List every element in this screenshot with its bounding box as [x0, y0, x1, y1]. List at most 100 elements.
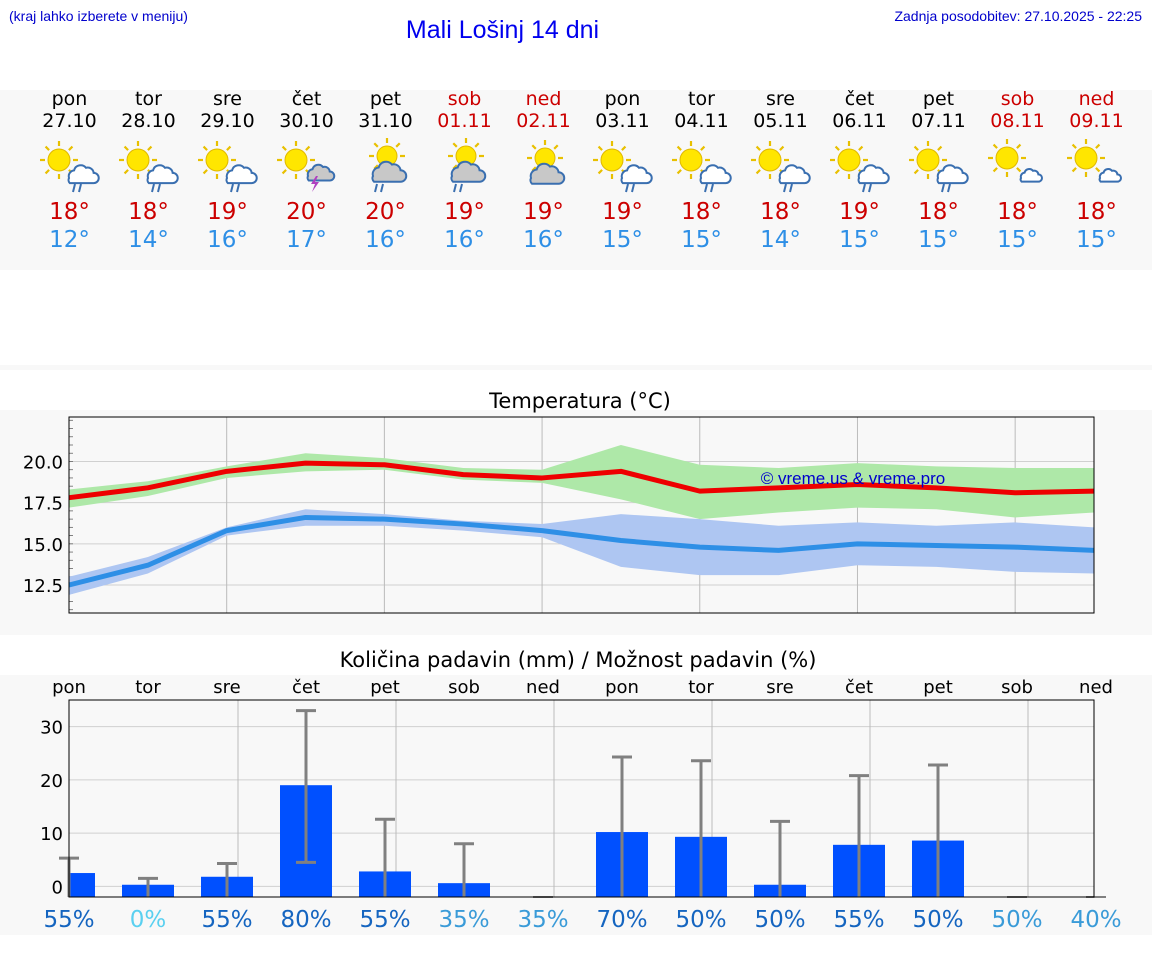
precip-day-label: čet	[845, 677, 873, 698]
day-column: pet 31.10 20° 16°	[346, 88, 425, 254]
max-temp-line	[68, 460, 1095, 501]
day-date: 02.11	[516, 110, 571, 132]
precip-day-label: sre	[766, 677, 793, 698]
precip-bar	[69, 873, 95, 897]
day-name: tor	[688, 88, 715, 110]
day-column: ned 02.11 19° 16°	[504, 88, 583, 254]
temp-max: 19°	[602, 199, 643, 225]
temp-min: 15°	[997, 227, 1038, 253]
temp-max: 18°	[128, 199, 169, 225]
precip-probability: 80%	[280, 907, 331, 933]
temp-min: 14°	[760, 227, 801, 253]
temp-max: 18°	[760, 199, 801, 225]
day-name: pet	[369, 88, 402, 110]
day-date: 31.10	[358, 110, 413, 132]
day-date: 07.11	[911, 110, 966, 132]
precip-day-label: sre	[213, 677, 240, 698]
temp-y-tick-label: 15.0	[23, 535, 63, 556]
day-column: čet 06.11 19° 15°	[820, 88, 899, 254]
temp-y-tick-label: 17.5	[23, 494, 63, 515]
precip-day-label: tor	[688, 677, 714, 698]
precip-probability: 40%	[1070, 907, 1121, 933]
precip-day-label: sob	[448, 677, 480, 698]
day-date: 30.10	[279, 110, 334, 132]
temperature-plot-frame	[68, 416, 1095, 614]
day-name: čet	[291, 88, 322, 110]
temp-max: 19°	[839, 199, 880, 225]
temp-min: 15°	[1076, 227, 1117, 253]
precip-probability: 50%	[754, 907, 805, 933]
day-column: sob 01.11 19° 16°	[425, 88, 504, 254]
temp-min: 16°	[365, 227, 406, 253]
precipitation-plot-frame	[68, 699, 1095, 898]
min-temp-line	[68, 514, 1095, 588]
temperature-plot-area	[69, 417, 1094, 613]
day-name: pon	[604, 88, 641, 110]
day-date: 04.11	[674, 110, 729, 132]
day-name: sre	[766, 88, 795, 110]
day-name: čet	[844, 88, 875, 110]
page-title: Mali Lošinj 14 dni	[405, 16, 600, 44]
day-column: pon 27.10 18° 12°	[30, 88, 109, 254]
sun-cloud-rain-icon	[30, 136, 109, 198]
day-column: sre 29.10 19° 16°	[188, 88, 267, 254]
precip-day-label: ned	[1079, 677, 1113, 698]
sun-cloud-rain-icon	[662, 136, 741, 198]
min-temp-band	[69, 509, 1094, 595]
cloud-sun-rain-icon	[425, 136, 504, 198]
day-date: 01.11	[437, 110, 492, 132]
temp-min: 16°	[444, 227, 485, 253]
sun-cloud-rain-icon	[899, 136, 978, 198]
temp-min: 14°	[128, 227, 169, 253]
temp-min: 12°	[49, 227, 90, 253]
precip-probability: 35%	[517, 907, 568, 933]
precip-probability: 55%	[359, 907, 410, 933]
precip-y-tick-label: 20	[40, 771, 63, 792]
precip-day-label: tor	[135, 677, 161, 698]
location-menu-hint[interactable]: (kraj lahko izberete v meniju)	[9, 8, 188, 24]
temp-y-tick-label: 12.5	[23, 576, 63, 597]
watermark: © vreme.us & vreme.pro	[761, 469, 945, 488]
precip-probability: 50%	[991, 907, 1042, 933]
separator-band	[0, 365, 1152, 370]
precip-y-tick-label: 10	[40, 824, 63, 845]
day-name: pet	[922, 88, 955, 110]
temp-max: 19°	[207, 199, 248, 225]
precip-y-tick-label: 0	[52, 877, 63, 898]
temp-max: 18°	[1076, 199, 1117, 225]
sun-cloud-rain-icon	[188, 136, 267, 198]
temp-min: 15°	[681, 227, 722, 253]
sun-cloud-rain-icon	[583, 136, 662, 198]
day-column: pet 07.11 18° 15°	[899, 88, 978, 254]
temp-max: 20°	[286, 199, 327, 225]
sun-cloud-rain-icon	[820, 136, 899, 198]
last-updated: Zadnja posodobitev: 27.10.2025 - 22:25	[894, 8, 1142, 24]
precip-day-label: pon	[52, 677, 86, 698]
day-name: sob	[447, 88, 482, 110]
precip-day-label: pet	[370, 677, 400, 698]
day-name: sob	[1000, 88, 1035, 110]
day-name: pon	[51, 88, 88, 110]
precip-day-label: sob	[1001, 677, 1033, 698]
precip-probability: 55%	[43, 907, 94, 933]
precip-probability: 70%	[596, 907, 647, 933]
temp-max: 18°	[997, 199, 1038, 225]
day-column: tor 28.10 18° 14°	[109, 88, 188, 254]
temp-min: 17°	[286, 227, 327, 253]
temp-max: 19°	[444, 199, 485, 225]
day-name: tor	[135, 88, 162, 110]
precip-day-label: pon	[605, 677, 639, 698]
day-date: 03.11	[595, 110, 650, 132]
precip-y-tick-label: 30	[40, 718, 63, 739]
day-column: ned 09.11 18° 15°	[1057, 88, 1136, 254]
temp-min: 15°	[918, 227, 959, 253]
day-date: 08.11	[990, 110, 1045, 132]
precip-probability: 55%	[833, 907, 884, 933]
precipitation-chart-title: Količina padavin (mm) / Možnost padavin …	[340, 648, 817, 672]
temp-min: 16°	[523, 227, 564, 253]
temp-min: 15°	[602, 227, 643, 253]
precip-probability: 55%	[201, 907, 252, 933]
temperature-chart-title: Temperatura (°C)	[488, 389, 671, 413]
day-date: 28.10	[121, 110, 176, 132]
